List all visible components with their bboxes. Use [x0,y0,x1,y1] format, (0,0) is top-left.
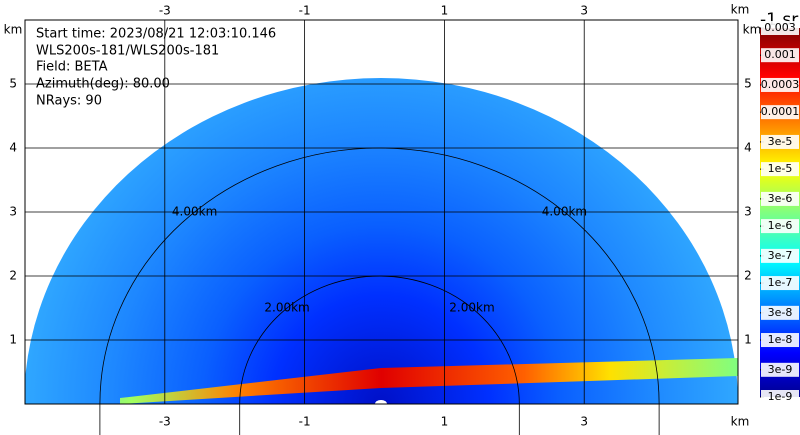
x-tick-label: 1 [441,4,449,18]
colorbar-tick-label: 3e-7 [768,249,793,262]
y-tick-label: 3 [744,205,752,219]
ring-label: 4.00km [172,204,217,218]
colorbar-tick-box [761,77,799,92]
field [25,78,738,404]
colorbar-tick-label: 0.0001 [761,105,800,118]
colorbar-tick-box [761,162,799,177]
colorbar-tick-box [761,333,799,348]
y-tick-label: 3 [9,205,17,219]
x-tick-label: -1 [299,415,311,429]
y-tick-label: 2 [9,269,17,283]
x-tick-label: 3 [580,415,588,429]
colorbar-tick-label: 1e-6 [768,219,793,232]
y-tick-label: 4 [9,141,17,155]
colorbar-tick-box [761,390,799,404]
colorbar-tick-box [761,305,799,320]
colorbar-tick-box [761,105,799,120]
y-tick-label: 1 [744,333,752,347]
unit-label: km [743,23,762,37]
colorbar-tick-label: 1e-9 [768,390,793,403]
colorbar-tick-label: 0.0003 [761,78,800,91]
unit-label: km [4,23,23,37]
y-tick-label: 5 [744,77,752,91]
colorbar-tick-box [761,21,799,35]
ring-label: 2.00km [449,300,494,314]
y-tick-label: 1 [9,333,17,347]
unit-label: km [731,415,750,429]
annotation: Azimuth(deg): 80.00 [36,77,170,92]
colorbar-tick-box [761,219,799,234]
x-tick-label: -3 [159,4,171,18]
x-tick-label: -1 [299,4,311,18]
colorbar-tick-box [761,248,799,263]
annotations: Start time: 2023/08/21 12:03:10.146 WLS2… [36,27,276,109]
annotation: NRays: 90 [36,94,102,109]
annotation: Start time: 2023/08/21 12:03:10.146 [36,27,276,42]
field-area [25,78,738,404]
colorbar-tick-label: 3e-8 [768,306,793,319]
colorbar-tick-label: 3e-5 [768,135,793,148]
colorbar-tick-box [761,48,799,63]
annotation: Field: BETA [36,60,108,75]
colorbar-tick-box [761,276,799,291]
colorbar-tick-label: 1e-8 [768,333,793,346]
colorbar-tick-box [761,134,799,149]
annotation: WLS200s-181/WLS200s-181 [36,44,219,59]
x-tick-label: -3 [159,415,171,429]
ground-band [120,358,738,404]
y-tick-label: 5 [9,77,17,91]
y-tick-label: 2 [744,269,752,283]
colorbar-tick-label: 3e-9 [768,363,793,376]
x-tick-label: 3 [580,4,588,18]
range-ring [99,147,660,435]
frame [24,19,739,405]
unit-label: km [731,3,750,17]
colorbar-tick-label: 3e-6 [768,192,793,205]
x-tick-label: 1 [441,415,449,429]
colorbar-tick-box [761,362,799,377]
colorbar-tick-label: 0.001 [764,48,796,61]
range-ring [239,275,520,435]
site [375,400,387,404]
ring-label: 4.00km [542,204,587,218]
rings: 2.00km 2.00km 4.00km 4.00km [99,147,660,435]
colorbar-tick-box [761,191,799,206]
y-tick-label: 4 [744,141,752,155]
colorbar-tick-label: 1e-5 [768,162,793,175]
colorbar-tick-label: 0.003 [764,21,796,34]
ring-label: 2.00km [264,300,309,314]
colorbar-tick-label: 1e-7 [768,276,793,289]
